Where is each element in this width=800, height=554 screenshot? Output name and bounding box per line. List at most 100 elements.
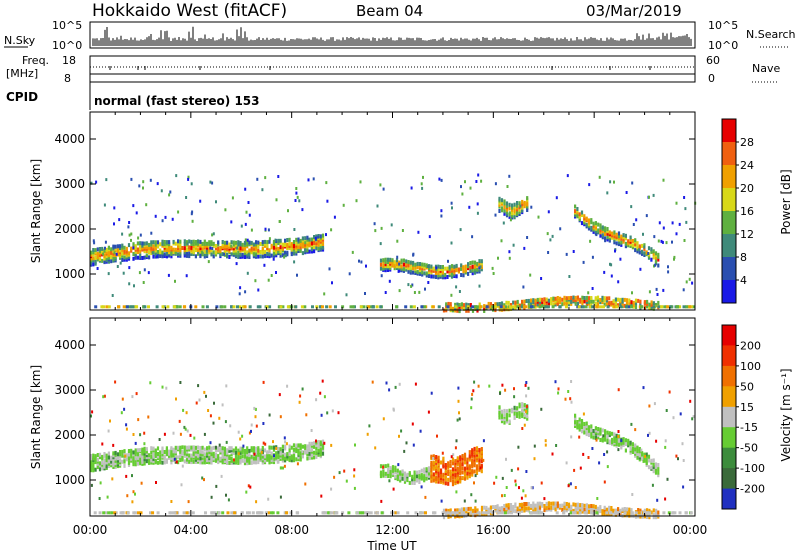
echo-cell bbox=[130, 456, 133, 461]
echo-cell bbox=[521, 427, 524, 430]
echo-cell bbox=[621, 297, 624, 302]
echo-cell bbox=[152, 254, 155, 259]
echo-cell bbox=[505, 411, 509, 416]
echo-cell bbox=[208, 246, 211, 251]
echo-cell bbox=[454, 508, 457, 513]
echo-cell bbox=[684, 207, 687, 211]
echo-cell bbox=[480, 179, 483, 183]
echo-cell bbox=[243, 246, 247, 251]
echo-cell bbox=[538, 501, 542, 506]
echo-cell bbox=[655, 303, 658, 307]
echo-cell bbox=[530, 302, 533, 307]
echo-cell bbox=[201, 455, 204, 460]
echo-cell bbox=[591, 447, 594, 450]
echo-cell bbox=[483, 306, 486, 311]
echo-cell bbox=[597, 435, 600, 440]
echo-cell bbox=[561, 503, 564, 508]
echo-cell bbox=[130, 238, 132, 242]
echo-cell bbox=[129, 305, 133, 309]
echo-cell bbox=[266, 453, 269, 458]
echo-cell bbox=[652, 465, 655, 469]
echo-cell bbox=[174, 247, 177, 252]
echo-cell bbox=[567, 390, 570, 393]
echo-cell bbox=[156, 250, 160, 254]
echo-cell bbox=[267, 228, 270, 232]
echo-cell bbox=[90, 260, 93, 265]
echo-cell bbox=[538, 505, 542, 510]
echo-cell bbox=[689, 511, 693, 515]
echo-cell bbox=[522, 285, 525, 289]
echo-cell bbox=[450, 241, 453, 245]
echo-cell bbox=[430, 268, 433, 273]
echo-cell bbox=[655, 508, 658, 513]
echo-cell bbox=[601, 229, 604, 234]
echo-cell bbox=[234, 242, 238, 247]
echo-cell bbox=[456, 460, 459, 465]
echo-cell bbox=[503, 203, 506, 208]
echo-cell bbox=[414, 265, 417, 270]
echo-cell bbox=[433, 511, 437, 515]
echo-cell bbox=[90, 458, 93, 463]
echo-cell bbox=[580, 429, 584, 434]
echo-cell bbox=[660, 305, 664, 309]
echo-cell bbox=[556, 298, 559, 303]
echo-cell bbox=[197, 248, 200, 253]
echo-cell bbox=[455, 263, 458, 268]
echo-cell bbox=[678, 222, 681, 226]
echo-cell bbox=[424, 287, 426, 291]
echo-cell bbox=[201, 241, 204, 246]
echo-cell bbox=[475, 466, 479, 471]
echo-cell bbox=[185, 449, 189, 454]
echo-cell bbox=[601, 509, 604, 514]
echo-cell bbox=[413, 477, 416, 482]
echo-cell bbox=[113, 206, 116, 210]
echo-cell bbox=[143, 305, 147, 309]
echo-cell bbox=[154, 448, 157, 453]
echo-cell bbox=[298, 400, 301, 404]
echo-cell bbox=[411, 480, 414, 485]
echo-cell bbox=[667, 270, 670, 274]
echo-cell bbox=[98, 461, 102, 466]
echo-cell bbox=[226, 448, 229, 453]
echo-cell bbox=[212, 421, 215, 425]
echo-cell bbox=[504, 388, 507, 392]
echo-cell bbox=[217, 456, 220, 461]
echo-cell bbox=[218, 416, 221, 420]
echo-cell bbox=[521, 404, 524, 409]
echo-cell bbox=[286, 305, 290, 309]
echo-cell bbox=[306, 444, 309, 449]
echo-cell bbox=[252, 448, 255, 453]
echo-cell bbox=[232, 451, 235, 455]
echo-cell bbox=[421, 511, 425, 515]
echo-cell bbox=[98, 452, 102, 457]
echo-cell bbox=[212, 243, 215, 248]
echo-cell bbox=[508, 206, 511, 211]
echo-cell bbox=[505, 506, 508, 511]
colorbar-segment bbox=[722, 142, 736, 166]
echo-cell bbox=[134, 252, 137, 257]
echo-cell bbox=[662, 178, 665, 182]
echo-cell bbox=[101, 246, 104, 251]
echo-cell bbox=[624, 241, 627, 246]
echo-cell bbox=[98, 467, 102, 472]
echo-cell bbox=[610, 263, 613, 267]
echo-cell bbox=[476, 267, 479, 272]
echo-cell bbox=[323, 395, 326, 399]
echo-cell bbox=[268, 252, 271, 257]
echo-cell bbox=[310, 241, 313, 246]
echo-cell bbox=[648, 290, 651, 294]
echo-cell bbox=[403, 479, 407, 484]
echo-cell bbox=[608, 505, 611, 510]
echo-cell bbox=[503, 504, 506, 508]
echo-cell bbox=[161, 219, 164, 223]
echo-cell bbox=[405, 267, 408, 272]
echo-cell bbox=[480, 455, 483, 460]
echo-cell bbox=[250, 448, 253, 453]
echo-cell bbox=[467, 308, 470, 313]
echo-cell bbox=[205, 249, 208, 253]
echo-cell bbox=[374, 229, 377, 233]
echo-cell bbox=[252, 246, 255, 251]
echo-cell bbox=[266, 450, 269, 455]
echo-cell bbox=[203, 432, 206, 436]
echo-cell bbox=[212, 456, 215, 461]
